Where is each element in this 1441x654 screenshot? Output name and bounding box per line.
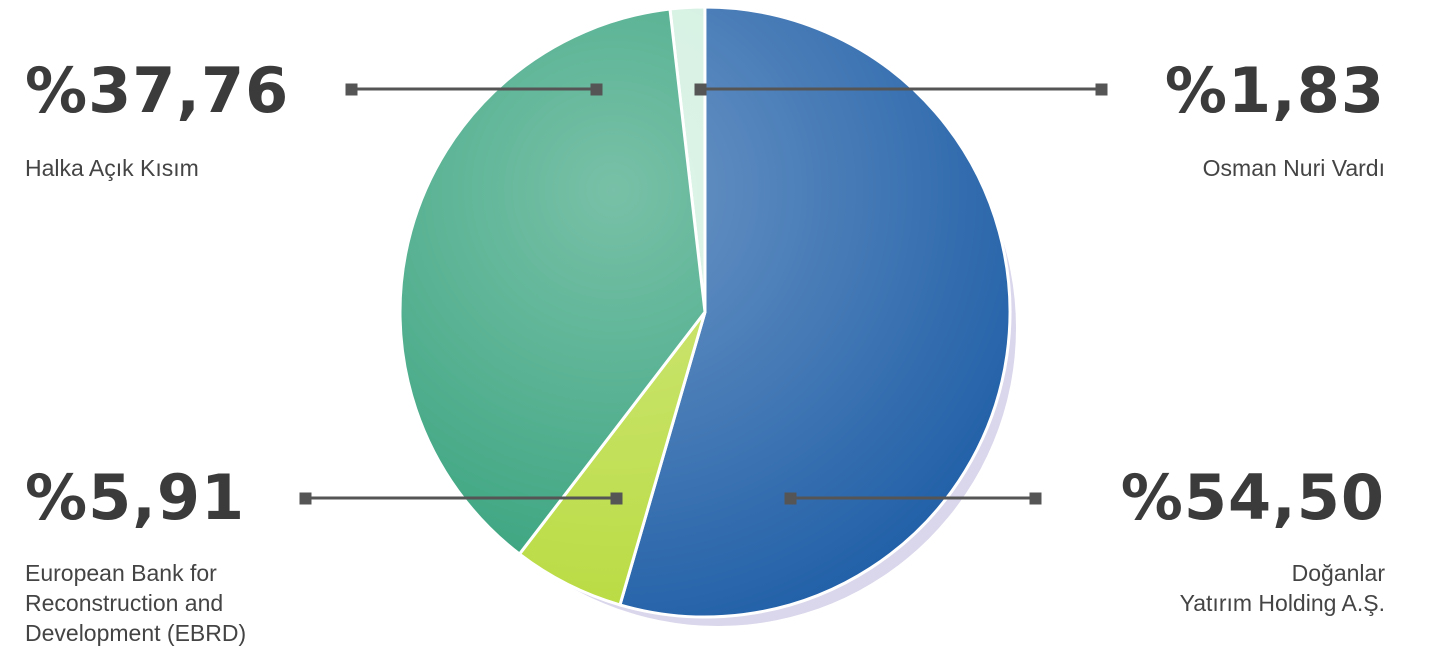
value-label: %1,83 xyxy=(1164,54,1385,127)
pie xyxy=(398,5,1012,619)
value-label: %37,76 xyxy=(25,54,290,127)
connector-end xyxy=(590,83,603,96)
connectors xyxy=(299,83,1108,505)
connector-end xyxy=(694,83,707,96)
connector-end xyxy=(299,492,312,505)
slice-label: European Bank for Reconstruction and Dev… xyxy=(25,560,247,646)
connector-end xyxy=(1095,83,1108,96)
connector-end xyxy=(610,492,623,505)
slice-label: Halka Açık Kısım xyxy=(25,155,199,181)
value-label: %5,91 xyxy=(25,461,246,534)
slice-label: Osman Nuri Vardı xyxy=(1202,155,1385,181)
slice-label: Doğanlar Yatırım Holding A.Ş. xyxy=(1179,560,1385,616)
connector-end xyxy=(345,83,358,96)
value-label: %54,50 xyxy=(1120,461,1385,534)
connector-end xyxy=(784,492,797,505)
connector-end xyxy=(1029,492,1042,505)
